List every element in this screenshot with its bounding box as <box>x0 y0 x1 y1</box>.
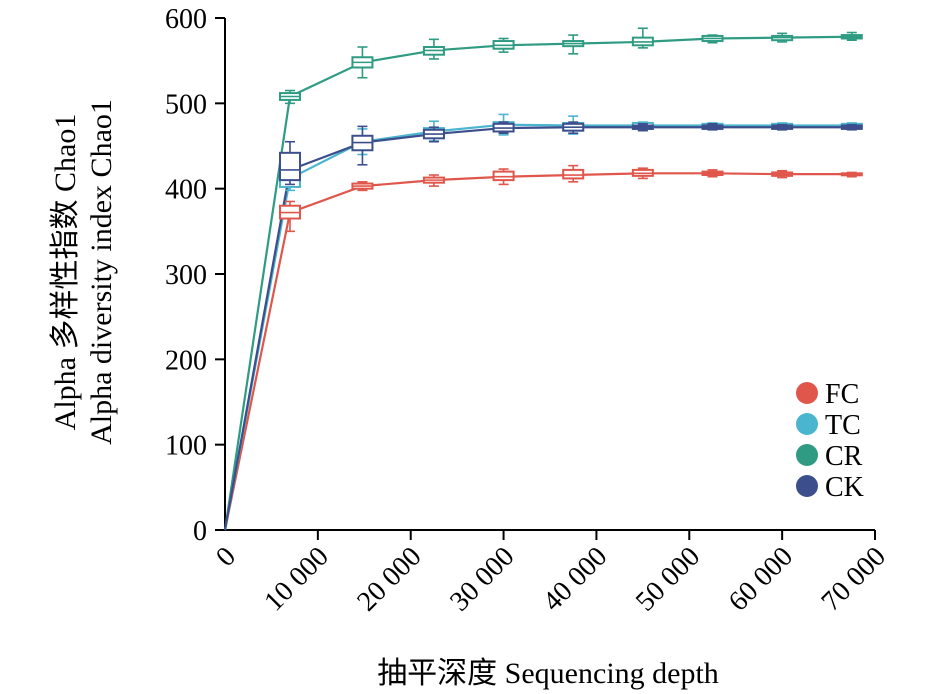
box-cr <box>492 37 515 53</box>
box-fc <box>701 169 724 178</box>
box-ck <box>422 126 445 143</box>
series-boxes <box>279 27 863 233</box>
box-ck <box>840 123 863 131</box>
x-tick-label: 50 000 <box>630 541 706 617</box>
x-tick-label: 20 000 <box>351 541 427 617</box>
y-tick-label: 400 <box>165 175 207 206</box>
box-fc <box>631 167 654 180</box>
series-line-tc <box>223 123 852 531</box>
box-cr <box>840 31 863 41</box>
box-fc <box>279 200 301 233</box>
series-line-cr <box>223 35 852 531</box>
y-tick-label: 100 <box>165 431 207 462</box>
series-line-fc <box>223 172 852 531</box>
y-axis-title: Alpha 多样性指数 Chao1 Alpha diversity index … <box>49 99 118 445</box>
y-tick-label: 300 <box>165 260 207 291</box>
box-fc <box>351 181 374 192</box>
box-cr <box>351 46 374 79</box>
legend-marker-ck <box>796 475 818 497</box>
box-ck <box>351 125 374 166</box>
box-fc <box>492 168 515 186</box>
box-ck <box>562 121 585 134</box>
box-iqr <box>279 151 301 182</box>
box-iqr <box>492 170 515 182</box>
x-tick-label: 40 000 <box>537 541 613 617</box>
box-cr <box>279 89 301 105</box>
box-cr <box>631 27 654 49</box>
x-tick-label: 70 000 <box>816 541 892 617</box>
box-ck <box>701 123 724 131</box>
series-line-ck <box>223 126 852 531</box>
box-iqr <box>562 168 585 180</box>
y-tick-label: 500 <box>165 89 207 120</box>
legend-marker-fc <box>796 382 818 404</box>
box-ck <box>279 140 301 186</box>
box-cr <box>771 32 794 43</box>
legend-label-cr: CR <box>825 441 863 472</box>
box-fc <box>771 169 794 179</box>
y-ticks: 0 100 200 300 400 500 600 <box>165 4 225 547</box>
series-lines <box>223 35 852 531</box>
y-tick-label: 600 <box>165 4 207 35</box>
box-fc <box>562 164 585 183</box>
y-tick-label: 0 <box>193 516 207 547</box>
legend-label-ck: CK <box>825 472 864 503</box>
y-tick-label: 200 <box>165 345 207 376</box>
legend-marker-cr <box>796 444 818 466</box>
box-fc <box>840 171 863 178</box>
box-ck <box>771 123 794 131</box>
box-cr <box>701 34 724 44</box>
x-tick-label: 0 <box>210 541 242 573</box>
box-cr <box>422 38 445 60</box>
x-axis-title: 抽平深度 Sequencing depth <box>377 657 719 690</box>
box-ck <box>492 121 515 134</box>
axes <box>224 18 875 531</box>
box-ck <box>631 123 654 132</box>
x-tick-label: 10 000 <box>258 541 334 617</box>
box-fc <box>422 174 445 187</box>
legend-marker-tc <box>796 413 818 435</box>
box-cr <box>562 34 585 55</box>
x-tick-label: 60 000 <box>723 541 799 617</box>
legend-label-fc: FC <box>825 379 859 410</box>
x-ticks: 0 10 000 20 000 30 000 40 000 50 000 60 000 70 … <box>210 530 892 617</box>
y-axis-title-line-2: Alpha diversity index Chao1 <box>85 99 118 445</box>
y-axis-title-line-1: Alpha 多样性指数 Chao1 <box>49 114 82 431</box>
x-tick-label: 30 000 <box>444 541 520 617</box>
legend-label-tc: TC <box>825 410 861 441</box>
